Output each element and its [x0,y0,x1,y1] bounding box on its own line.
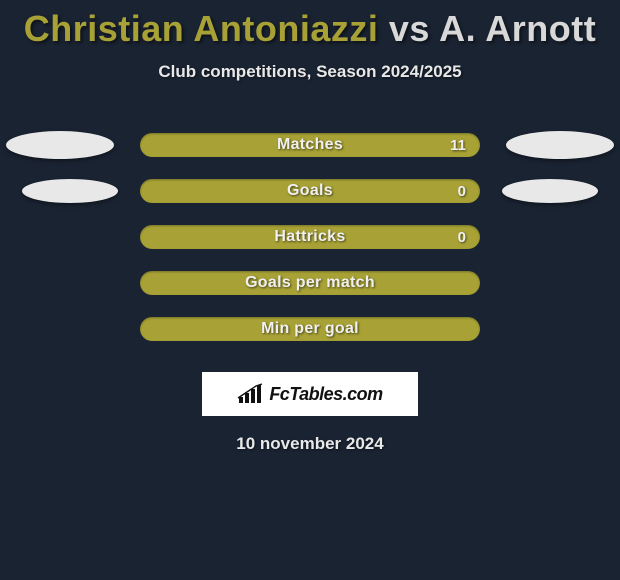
stat-value: 0 [458,229,466,246]
bar-chart-icon [237,383,263,405]
stat-row: Min per goal [0,306,620,352]
stat-row: Hattricks 0 [0,214,620,260]
stats-rows: Matches 11 Goals 0 Hattricks 0 Goals per match… [0,122,620,352]
stat-label: Goals per match [245,274,375,292]
stat-bar: Goals 0 [140,179,480,203]
stat-value: 11 [450,137,466,154]
stat-label: Goals [287,182,333,200]
stat-bar: Goals per match [140,271,480,295]
stat-label: Matches [277,136,343,154]
oval-left [6,131,114,159]
logo-box[interactable]: FcTables.com [202,372,418,416]
logo-text: FcTables.com [269,384,382,405]
oval-left [22,179,118,203]
stat-row: Goals per match [0,260,620,306]
stat-row: Matches 11 [0,122,620,168]
page-title: Christian Antoniazzi vs A. Arnott [0,0,620,50]
stat-value: 0 [458,183,466,200]
title-player1: Christian Antoniazzi [24,8,379,49]
stat-bar: Min per goal [140,317,480,341]
stat-row: Goals 0 [0,168,620,214]
title-vs: vs [378,8,439,49]
stat-label: Hattricks [274,228,345,246]
stat-bar: Matches 11 [140,133,480,157]
stat-bar: Hattricks 0 [140,225,480,249]
oval-right [506,131,614,159]
subtitle: Club competitions, Season 2024/2025 [0,62,620,82]
oval-right [502,179,598,203]
title-player2: A. Arnott [439,8,596,49]
stat-label: Min per goal [261,320,359,338]
date-label: 10 november 2024 [0,434,620,454]
